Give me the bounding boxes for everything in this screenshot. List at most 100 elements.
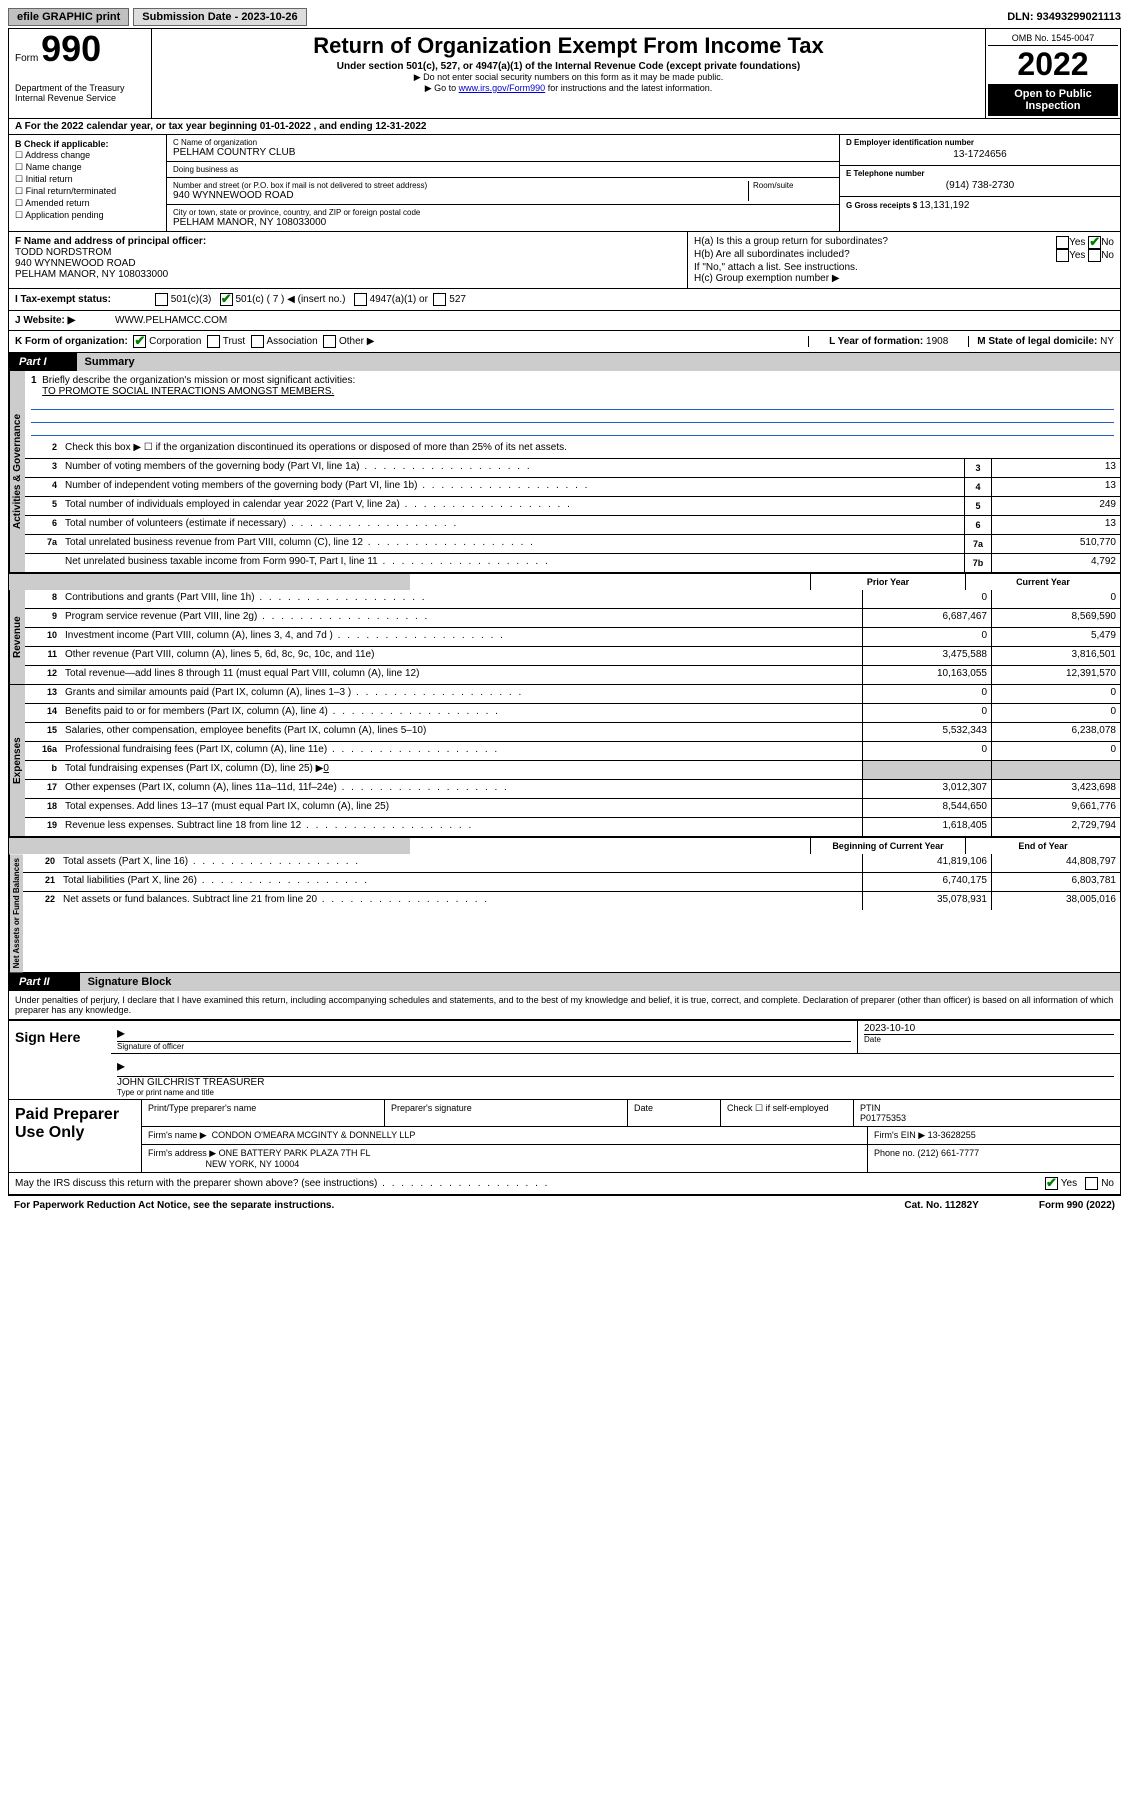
chk-4947[interactable] (354, 293, 367, 306)
row-l-label: L Year of formation: (829, 336, 926, 347)
chk-amended-return[interactable]: ☐ Amended return (15, 198, 160, 209)
part-i-title: Summary (77, 353, 1120, 371)
vtab-net-assets: Net Assets or Fund Balances (9, 854, 23, 972)
q1-value: TO PROMOTE SOCIAL INTERACTIONS AMONGST M… (42, 386, 334, 397)
chk-address-change[interactable]: ☐ Address change (15, 150, 160, 161)
chk-corporation[interactable] (133, 335, 146, 348)
col-f-officer: F Name and address of principal officer:… (9, 232, 688, 288)
sig-name-label: Type or print name and title (117, 1088, 1114, 1097)
page-footer: For Paperwork Reduction Act Notice, see … (8, 1195, 1121, 1215)
phone-value: (914) 738-2730 (846, 178, 1114, 193)
chk-trust[interactable] (207, 335, 220, 348)
v12c: 12,391,570 (991, 666, 1120, 684)
form-title: Return of Organization Exempt From Incom… (160, 33, 977, 59)
v19p: 1,618,405 (862, 818, 991, 836)
org-name-label: C Name of organization (173, 138, 833, 147)
end-year-header: End of Year (965, 838, 1120, 854)
q20-text: Total assets (Part X, line 16) (59, 854, 862, 872)
v19c: 2,729,794 (991, 818, 1120, 836)
form-number: 990 (41, 28, 101, 69)
row-i-tax-status: I Tax-exempt status: 501(c)(3) 501(c) ( … (9, 289, 1120, 311)
efile-print-button[interactable]: efile GRAPHIC print (8, 8, 129, 26)
form-subtitle-3: ▶ Go to www.irs.gov/Form990 for instruct… (160, 83, 977, 94)
activities-governance-section: Activities & Governance 1 Briefly descri… (9, 371, 1120, 573)
sig-officer-label: Signature of officer (117, 1041, 851, 1051)
dln-label: DLN: 93493299021113 (1007, 11, 1121, 23)
firm-phone-cell: Phone no. (212) 661-7777 (868, 1145, 1120, 1172)
chk-initial-return[interactable]: ☐ Initial return (15, 174, 160, 185)
prep-h3: Date (628, 1100, 721, 1126)
part-i-header: Part I Summary (9, 353, 1120, 371)
header-right: OMB No. 1545-0047 2022 Open to Public In… (985, 29, 1120, 118)
header-left: Form 990 Department of the Treasury Inte… (9, 29, 152, 118)
q22-text: Net assets or fund balances. Subtract li… (59, 892, 862, 910)
chk-association[interactable] (251, 335, 264, 348)
col-b-header: B Check if applicable: (15, 139, 109, 149)
q12-text: Total revenue—add lines 8 through 11 (mu… (61, 666, 862, 684)
q16b-text: Total fundraising expenses (Part IX, col… (61, 761, 862, 779)
row-a-end: 12-31-2022 (375, 121, 426, 132)
phone-label: E Telephone number (846, 169, 1114, 178)
v3: 13 (991, 459, 1120, 477)
irs-discuss-yes-checkbox[interactable] (1045, 1177, 1058, 1190)
officer-name: TODD NORDSTROM (15, 247, 111, 258)
chk-final-return[interactable]: ☐ Final return/terminated (15, 186, 160, 197)
sig-name-value: JOHN GILCHRIST TREASURER (117, 1077, 264, 1088)
sub3-post: for instructions and the latest informat… (545, 83, 712, 93)
row-j-label: J Website: ▶ (15, 315, 115, 326)
row-a-tax-year: A For the 2022 calendar year, or tax yea… (9, 119, 1120, 135)
chk-name-change[interactable]: ☐ Name change (15, 162, 160, 173)
v20p: 41,819,106 (862, 854, 991, 872)
v9c: 8,569,590 (991, 609, 1120, 627)
h-b-no-checkbox[interactable] (1088, 249, 1101, 262)
row-klm: K Form of organization: Corporation Trus… (9, 331, 1120, 353)
officer-addr2: PELHAM MANOR, NY 108033000 (15, 269, 168, 280)
h-b-label: H(b) Are all subordinates included? (694, 249, 850, 262)
col-h-group-return: H(a) Is this a group return for subordin… (688, 232, 1120, 288)
v22c: 38,005,016 (991, 892, 1120, 910)
open-public-badge: Open to Public Inspection (988, 84, 1118, 116)
h-c-label: H(c) Group exemption number ▶ (694, 273, 1114, 284)
q3-text: Number of voting members of the governin… (61, 459, 964, 477)
v15c: 6,238,078 (991, 723, 1120, 741)
q13-text: Grants and similar amounts paid (Part IX… (61, 685, 862, 703)
v12p: 10,163,055 (862, 666, 991, 684)
vtab-expenses: Expenses (9, 685, 25, 836)
sub3-pre: ▶ Go to (425, 83, 459, 93)
prep-h4: Check ☐ if self-employed (721, 1100, 854, 1126)
row-l-value: 1908 (926, 336, 948, 347)
net-assets-section: Net Assets or Fund Balances 20Total asse… (9, 854, 1120, 973)
h-b-note: If "No," attach a list. See instructions… (694, 262, 1114, 273)
ein-value: 13-1724656 (846, 147, 1114, 162)
q4-text: Number of independent voting members of … (61, 478, 964, 496)
q15-text: Salaries, other compensation, employee b… (61, 723, 862, 741)
website-value: WWW.PELHAMCC.COM (115, 315, 227, 326)
footer-left: For Paperwork Reduction Act Notice, see … (14, 1200, 334, 1211)
chk-527[interactable] (433, 293, 446, 306)
h-a-yes-checkbox[interactable] (1056, 236, 1069, 249)
v9p: 6,687,467 (862, 609, 991, 627)
chk-501c3[interactable] (155, 293, 168, 306)
row-a-mid: , and ending (314, 121, 376, 132)
q1-label: Briefly describe the organization's miss… (42, 375, 355, 386)
h-a-no-checkbox[interactable] (1088, 236, 1101, 249)
irs-discuss-no-checkbox[interactable] (1085, 1177, 1098, 1190)
penalties-text: Under penalties of perjury, I declare th… (9, 991, 1120, 1020)
q7b-text: Net unrelated business taxable income fr… (61, 554, 964, 572)
chk-other[interactable] (323, 335, 336, 348)
irs-link[interactable]: www.irs.gov/Form990 (459, 83, 546, 93)
h-b-yes-checkbox[interactable] (1056, 249, 1069, 262)
v11c: 3,816,501 (991, 647, 1120, 665)
submission-date-button[interactable]: Submission Date - 2023-10-26 (133, 8, 306, 26)
v5: 249 (991, 497, 1120, 515)
year-header-row-1: Prior Year Current Year (9, 573, 1120, 590)
col-b-checkboxes: B Check if applicable: ☐ Address change … (9, 135, 167, 231)
part-ii-title: Signature Block (80, 973, 1120, 991)
row-j-website: J Website: ▶ WWW.PELHAMCC.COM (9, 311, 1120, 331)
row-m-value: NY (1100, 336, 1114, 347)
chk-application-pending[interactable]: ☐ Application pending (15, 210, 160, 221)
firm-ein-cell: Firm's EIN ▶ 13-3628255 (868, 1127, 1120, 1144)
chk-501c[interactable] (220, 293, 233, 306)
v13p: 0 (862, 685, 991, 703)
row-f-h: F Name and address of principal officer:… (9, 232, 1120, 289)
